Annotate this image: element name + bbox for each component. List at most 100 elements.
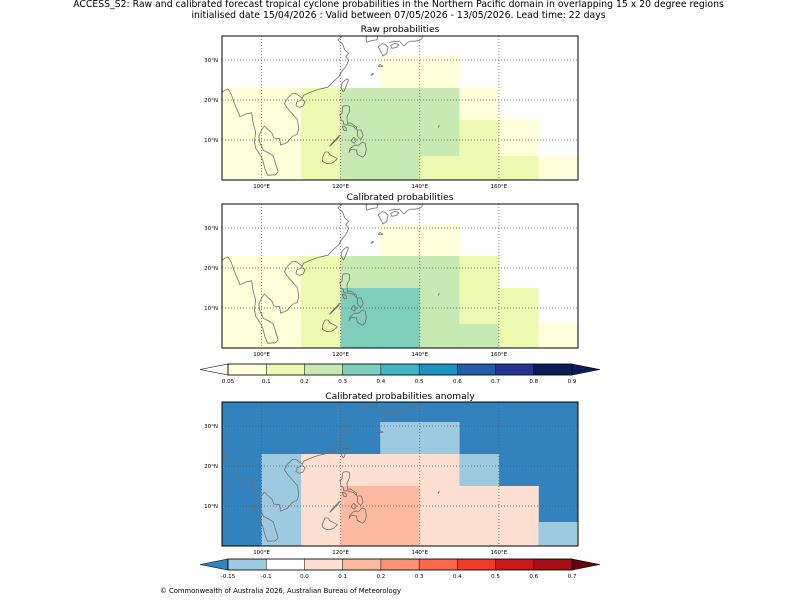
region-cell-11 xyxy=(459,120,500,180)
colorbar-label: -0.15 xyxy=(221,574,236,580)
coastline-segment-9 xyxy=(321,319,338,333)
colorbar-segment-2 xyxy=(304,363,344,376)
region-cell-0 xyxy=(222,88,302,180)
region-cell-12 xyxy=(459,324,500,348)
coastline-segment-2 xyxy=(295,465,306,474)
region-cell-13 xyxy=(498,288,539,348)
region-cell-3 xyxy=(340,256,381,289)
x-tick-label: 100°E xyxy=(253,550,270,556)
x-tick-label: 100°E xyxy=(253,184,270,190)
region-cell-10 xyxy=(459,256,500,289)
map-panel-1: 100°E 120°E 140°E 160°E 10°N 20°N 30°N xyxy=(204,203,579,358)
colorbar-label: 0.6 xyxy=(529,574,538,580)
coastline-segment-3 xyxy=(339,105,357,131)
coastline-segment-5 xyxy=(348,309,367,326)
region-cell-15 xyxy=(538,522,578,546)
colorbar-frame xyxy=(227,558,573,571)
probability-cells xyxy=(222,402,578,546)
coastline-segment-5 xyxy=(348,507,367,524)
coastline-segment-16 xyxy=(437,293,440,296)
colorbar-segment-1 xyxy=(265,558,305,571)
coastline-segment-0 xyxy=(222,204,350,344)
region-cell-5 xyxy=(380,120,421,180)
colorbar-segment-7 xyxy=(495,558,535,571)
colorbar-over-arrow xyxy=(571,558,601,571)
panel-title-calibrated: Calibrated probabilities xyxy=(346,192,454,203)
graticule xyxy=(222,204,578,348)
coastline-segment-15 xyxy=(370,240,374,244)
colorbar-segment-6 xyxy=(457,558,497,571)
region-cell-14 xyxy=(498,486,539,546)
region-cell-4 xyxy=(301,486,341,546)
colorbar-label: -0.1 xyxy=(261,574,272,580)
region-cell-10 xyxy=(419,486,460,546)
x-tick-label: 120°E xyxy=(332,184,349,190)
coastline-segment-2 xyxy=(295,267,306,276)
coastline-segment-6 xyxy=(329,134,340,147)
y-tick-label: 30°N xyxy=(204,58,218,64)
colorbar-label: 0.8 xyxy=(529,379,538,385)
coastline-segment-8 xyxy=(341,491,348,498)
coastline-segment-6 xyxy=(329,500,340,513)
coastline-segment-4 xyxy=(350,304,357,312)
coastline xyxy=(222,204,440,344)
region-cell-13 xyxy=(459,522,500,546)
coastline-segment-12 xyxy=(390,42,400,49)
coastline-segment-14 xyxy=(377,231,384,235)
coastline-segment-10 xyxy=(365,204,379,211)
coastline-segment-0 xyxy=(222,36,350,176)
colorbar-segment-3 xyxy=(342,363,382,376)
region-cell-2 xyxy=(301,264,341,289)
region-cell-11 xyxy=(459,288,500,325)
colorbar-under-arrow xyxy=(199,363,229,376)
coastline-segment-11 xyxy=(377,409,389,423)
colorbar-frame xyxy=(227,363,573,376)
y-tick-label: 10°N xyxy=(204,504,218,510)
colorbar-label: 0.1 xyxy=(338,574,347,580)
main-title-line1: ACCESS_S2: Raw and calibrated forecast t… xyxy=(73,0,724,10)
coastline-segment-10 xyxy=(365,402,379,409)
colorbar-segment-7 xyxy=(495,363,535,376)
x-tick-label: 140°E xyxy=(411,184,428,190)
region-cell-14 xyxy=(538,324,578,348)
coastline-segment-12 xyxy=(390,408,400,415)
region-cell-9 xyxy=(419,288,460,348)
graticule xyxy=(222,402,578,546)
x-tick-label: 160°E xyxy=(491,184,508,190)
y-tick-label: 20°N xyxy=(204,464,218,470)
y-tick-label: 30°N xyxy=(204,424,218,430)
y-tick-label: 10°N xyxy=(204,306,218,312)
coastline-segment-14 xyxy=(377,64,384,67)
coastline-segment-9 xyxy=(321,517,338,530)
colorbar-anomaly: -0.15 -0.1 0.0 0.1 0.2 0.3 0.4 0.5 0.6 0.7 xyxy=(199,558,601,580)
panel-title-raw: Raw probabilities xyxy=(360,24,440,35)
region-cell-9 xyxy=(419,454,460,487)
coastline-segment-15 xyxy=(370,438,374,442)
coastline-segment-10 xyxy=(365,36,379,43)
region-cell-2 xyxy=(261,454,302,546)
colorbar-label: 0.3 xyxy=(415,574,424,580)
colorbar-label: 0.05 xyxy=(222,379,235,385)
region-cell-8 xyxy=(419,120,460,157)
y-tick-label: 30°N xyxy=(204,226,218,232)
colorbar-label: 0.4 xyxy=(377,379,386,385)
region-cell-12 xyxy=(459,486,500,523)
colorbar-segment-4 xyxy=(380,363,420,376)
x-tick-label: 160°E xyxy=(491,550,508,556)
region-cell-8 xyxy=(380,486,421,546)
colorbar-label: 0.3 xyxy=(338,379,347,385)
x-tick-label: 120°E xyxy=(332,352,349,358)
region-cell-4 xyxy=(380,88,421,121)
main-title-line2: initialised date 15/04/2026 : Valid betw… xyxy=(191,9,606,21)
coastline-segment-7 xyxy=(356,495,364,507)
copyright-notice: © Commonwealth of Australia 2026, Austra… xyxy=(160,587,401,595)
colorbar-segment-5 xyxy=(418,363,458,376)
region-cell-7 xyxy=(419,88,460,121)
region-cell-1 xyxy=(301,88,341,180)
map-frame xyxy=(221,203,579,349)
colorbar-label: 0.6 xyxy=(453,379,462,385)
colorbar-segment-1 xyxy=(265,363,305,376)
coastline-segment-1 xyxy=(340,444,350,459)
colorbar-under-arrow xyxy=(199,558,229,571)
